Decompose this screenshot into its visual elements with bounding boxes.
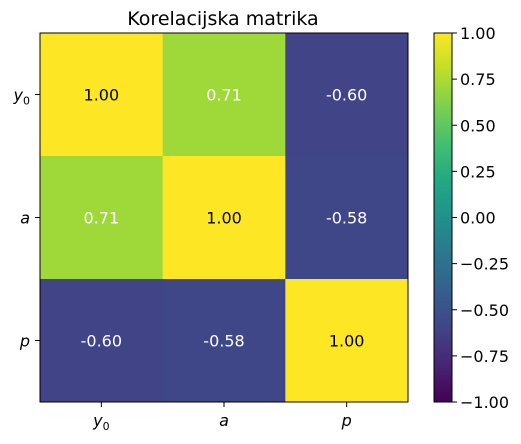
- cell-value-label: 0.71: [206, 86, 242, 105]
- heatmap-cell: [162, 156, 286, 280]
- heatmap-cell-labels: 1.00 0.71 -0.60 0.71 1.00 -0.58 -0.60 -0.58 1.00: [81, 86, 368, 351]
- heatmap-cell: [285, 33, 409, 157]
- cell-value-label: -0.60: [326, 86, 367, 105]
- heatmap-cell: [40, 33, 164, 157]
- heatmap-cell: [162, 279, 286, 403]
- colorbar-ticks: 1.00 0.75 0.50 0.25 0.00 −0.25 −0.50 −0.75 −1.00: [452, 24, 509, 412]
- y-tick-label: p: [19, 332, 30, 351]
- cell-value-label: -0.58: [203, 332, 244, 351]
- cell-value-label: 1.00: [329, 332, 365, 351]
- y-tick-label: a: [20, 209, 30, 228]
- heatmap-cell: [162, 33, 286, 157]
- heatmap-cell: [285, 156, 409, 280]
- y-tick-label: y0: [13, 86, 30, 108]
- colorbar-tick-label: −0.75: [460, 347, 509, 366]
- colorbar-tick-label: −0.50: [460, 301, 509, 320]
- chart-title: Korelacijska matrika: [127, 8, 318, 30]
- x-axis: y0 a p: [92, 402, 352, 433]
- cell-value-label: -0.58: [326, 209, 367, 228]
- heatmap-cell: [40, 156, 164, 280]
- y-axis: y0 a p: [13, 86, 40, 351]
- colorbar-tick-label: 0.50: [460, 116, 496, 135]
- x-tick-label: a: [219, 411, 229, 430]
- x-tick-label: p: [341, 411, 352, 430]
- cell-value-label: 0.71: [84, 209, 120, 228]
- x-tick-label: y0: [92, 411, 109, 433]
- heatmap-cell: [285, 279, 409, 403]
- colorbar-tick-label: 0.25: [460, 162, 496, 181]
- cell-value-label: 1.00: [84, 86, 120, 105]
- cell-value-label: 1.00: [206, 209, 242, 228]
- colorbar-tick-label: −0.25: [460, 255, 509, 274]
- colorbar-tick-label: 0.00: [460, 209, 496, 228]
- colorbar-tick-label: −1.00: [460, 393, 509, 412]
- heatmap-cell: [40, 279, 164, 403]
- heatmap-cells: [40, 33, 409, 403]
- colorbar-tick-label: 0.75: [460, 70, 496, 89]
- colorbar: [433, 32, 453, 403]
- colorbar-tick-label: 1.00: [460, 24, 496, 43]
- cell-value-label: -0.60: [81, 332, 122, 351]
